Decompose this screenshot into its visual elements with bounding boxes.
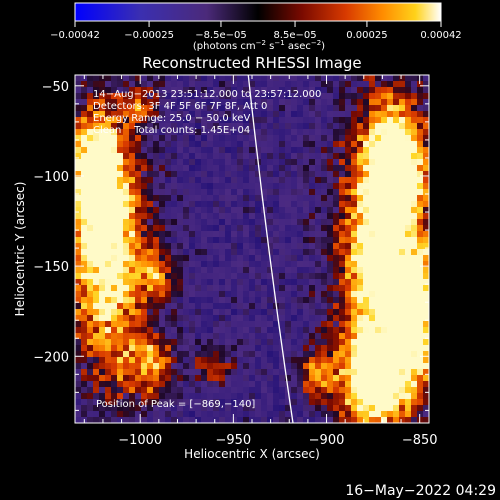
- colorbar-tick-label: −0.00042: [50, 30, 100, 41]
- y-tick-label: −200: [33, 350, 69, 365]
- x-tick-label: −850: [402, 433, 438, 448]
- x-tick-label: −1000: [118, 433, 162, 448]
- y-tick-label: −50: [42, 80, 69, 95]
- peak-position-label: Position of Peak = [−869,−140]: [96, 399, 255, 410]
- colorbar-tick-label: 0.00042: [420, 30, 461, 41]
- colorbar-tick-label: 0.00025: [346, 30, 387, 41]
- heatmap-image: [75, 75, 429, 423]
- heatmap-cells: [75, 75, 429, 423]
- colorbar-tick-label: −8.5e−05: [195, 30, 247, 41]
- annotation-clean: Clean Total counts: 1.45E+04: [93, 125, 250, 136]
- x-axis: −1000 −950 −900 −850: [83, 75, 438, 448]
- x-tick-label: −950: [216, 433, 252, 448]
- y-axis-label: Heliocentric Y (arcsec): [13, 182, 27, 317]
- y-tick-label: −150: [33, 260, 69, 275]
- annotation-detectors: Detectors: 3F 4F 5F 6F 7F 8F, Att 0: [93, 101, 267, 112]
- annotations: 14−Aug−2013 23:51:12.000 to 23:57:12.000…: [93, 89, 321, 410]
- colorbar-tick-label: −0.00025: [124, 30, 174, 41]
- colorbar-gradient: [74, 2, 442, 22]
- limb-curve: [247, 75, 294, 423]
- colorbar-ticks: −0.00042 −0.00025 −8.5e−05 8.5e−05 0.00025 0.…: [50, 21, 462, 41]
- x-axis-label: Heliocentric X (arcsec): [184, 447, 320, 461]
- y-axis: −50 −100 −150 −200: [33, 80, 429, 411]
- colorbar-tick-label: 8.5e−05: [273, 30, 316, 41]
- y-tick-label: −100: [33, 170, 69, 185]
- annotation-energy: Energy Range: 25.0 − 50.0 keV: [93, 113, 250, 124]
- annotation-time: 14−Aug−2013 23:51:12.000 to 23:57:12.000: [93, 89, 321, 100]
- x-tick-label: −900: [309, 433, 345, 448]
- chart-title: Reconstructed RHESSI Image: [142, 54, 361, 72]
- colorbar: −0.00042 −0.00025 −8.5e−05 8.5e−05 0.00025 0.…: [50, 2, 462, 52]
- footer-date: 16−May−2022 04:29: [345, 483, 496, 499]
- colorbar-unit: (photons cm−2 s−1 asec−2): [193, 39, 325, 52]
